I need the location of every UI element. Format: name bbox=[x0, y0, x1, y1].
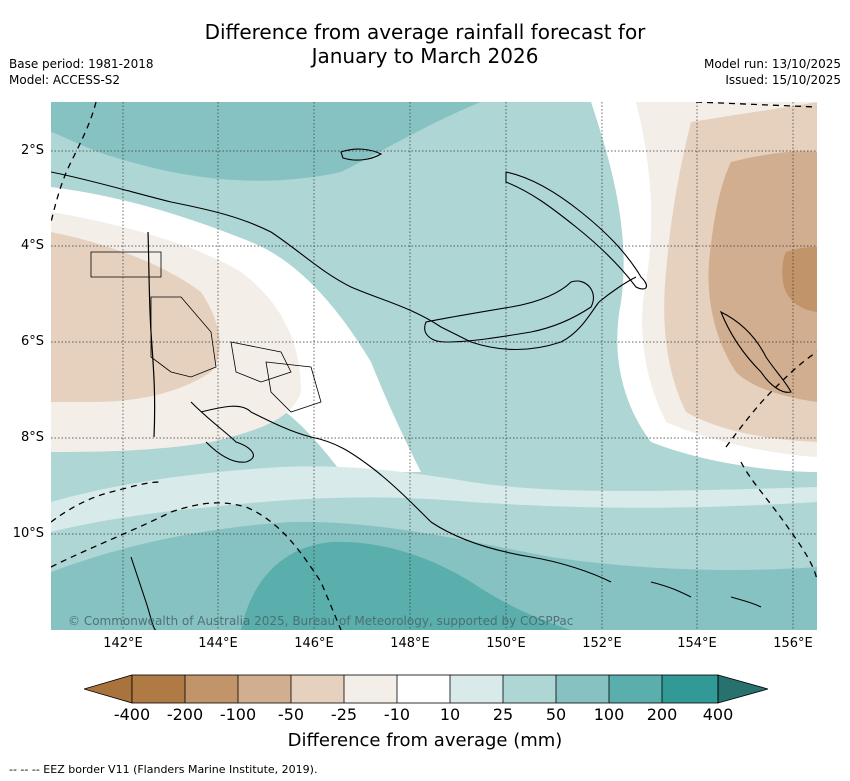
meta-left: Base period: 1981-2018 Model: ACCESS-S2 bbox=[9, 56, 154, 88]
base-period: Base period: 1981-2018 bbox=[9, 57, 154, 71]
coastlines bbox=[51, 148, 792, 630]
wet-band-north bbox=[51, 102, 481, 181]
colorbar-tick: -10 bbox=[383, 705, 411, 724]
colorbar-swatch bbox=[450, 675, 503, 703]
lon-label: 152°E bbox=[582, 636, 622, 651]
lat-label: 4°S bbox=[20, 238, 44, 253]
colorbar-tick: 200 bbox=[646, 705, 678, 724]
colorbar-swatch bbox=[397, 675, 450, 703]
colorbar-swatch bbox=[503, 675, 556, 703]
colorbar-tick: 25 bbox=[492, 705, 514, 724]
colorbar-tick: -50 bbox=[277, 705, 305, 724]
issued-date: Issued: 15/10/2025 bbox=[725, 73, 841, 87]
lon-label: 144°E bbox=[198, 636, 238, 651]
lon-label: 150°E bbox=[486, 636, 526, 651]
model-name: Model: ACCESS-S2 bbox=[9, 73, 121, 87]
dry-region-east-core bbox=[782, 247, 817, 312]
lat-label: 2°S bbox=[20, 143, 44, 158]
lon-label: 146°E bbox=[294, 636, 334, 651]
lat-label: 10°S bbox=[12, 526, 44, 541]
title-line-2: January to March 2026 bbox=[311, 44, 539, 68]
colorbar-tick: 400 bbox=[702, 705, 734, 724]
colorbar-swatch bbox=[185, 675, 238, 703]
colorbar-tick: -25 bbox=[330, 705, 358, 724]
lon-label: 156°E bbox=[773, 636, 813, 651]
colorbar-title: Difference from average (mm) bbox=[287, 730, 563, 751]
eez-footnote: -- -- -- EEZ border V11 (Flanders Marine… bbox=[9, 763, 318, 776]
colorbar-end-low bbox=[84, 674, 133, 704]
colorbar-tick: -400 bbox=[113, 705, 151, 724]
title-line-1: Difference from average rainfall forecas… bbox=[204, 20, 646, 44]
colorbar-tick: 100 bbox=[593, 705, 625, 724]
colorbar-swatch bbox=[609, 675, 662, 703]
lat-label: 8°S bbox=[20, 430, 44, 445]
cape-york bbox=[130, 556, 157, 630]
colorbar-swatch bbox=[238, 675, 291, 703]
colorbar-tick: -200 bbox=[166, 705, 204, 724]
eez-border bbox=[51, 102, 817, 630]
lon-label: 148°E bbox=[390, 636, 430, 651]
new-britain bbox=[424, 280, 594, 343]
colorbar bbox=[84, 674, 768, 704]
lat-label: 6°S bbox=[20, 334, 44, 349]
wet-light-south bbox=[51, 466, 817, 532]
dry-region-west-inner bbox=[51, 232, 220, 402]
colorbar-swatch bbox=[344, 675, 397, 703]
dry-region-east-inner bbox=[708, 151, 817, 402]
rainfall-map bbox=[51, 102, 817, 630]
colorbar-swatch bbox=[132, 675, 185, 703]
gulf-coast bbox=[190, 401, 254, 463]
lon-label: 154°E bbox=[677, 636, 717, 651]
model-run: Model run: 13/10/2025 bbox=[703, 57, 841, 71]
new-guinea-coast bbox=[51, 171, 637, 351]
chart-title: Difference from average rainfall forecas… bbox=[0, 20, 850, 68]
manus-island bbox=[340, 148, 383, 161]
colorbar-end-high bbox=[717, 674, 768, 704]
colorbar-swatch bbox=[291, 675, 344, 703]
bougainville bbox=[719, 310, 792, 393]
meta-right: Model run: 13/10/2025 Issued: 15/10/2025 bbox=[704, 56, 841, 88]
colorbar-swatch bbox=[662, 675, 718, 703]
province-lines bbox=[90, 251, 322, 413]
colorbar-tick: -100 bbox=[219, 705, 257, 724]
new-guinea-south-coast bbox=[200, 405, 612, 583]
colorbar-tick: 10 bbox=[439, 705, 461, 724]
solomon-islands bbox=[650, 581, 762, 608]
colorbar-swatch bbox=[556, 675, 609, 703]
wet-band-south-dark bbox=[241, 541, 571, 630]
colorbar-tick: 50 bbox=[545, 705, 567, 724]
new-ireland bbox=[505, 171, 647, 290]
lon-label: 142°E bbox=[103, 636, 143, 651]
copyright-notice: © Commonwealth of Australia 2025, Bureau… bbox=[68, 614, 574, 628]
